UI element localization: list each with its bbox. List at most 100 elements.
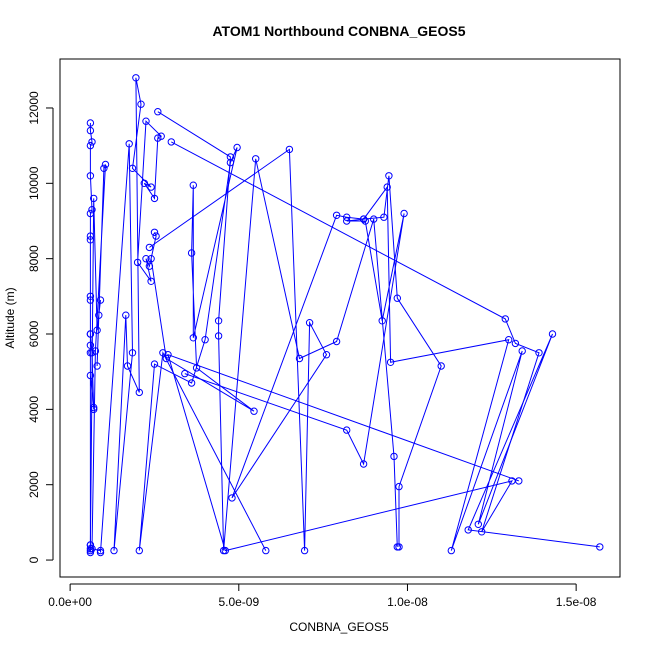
data-point	[88, 545, 96, 553]
data-point	[157, 132, 165, 140]
data-point	[86, 172, 95, 180]
data-point	[187, 249, 196, 257]
data-point	[90, 194, 98, 203]
data-point	[515, 477, 523, 485]
data-point	[93, 362, 101, 370]
data-point	[90, 405, 98, 414]
data-point	[437, 362, 445, 370]
data-point	[132, 74, 140, 82]
data-point	[122, 311, 130, 319]
series-line-1	[89, 123, 95, 553]
series-line-7	[184, 185, 600, 551]
data-point	[478, 528, 486, 536]
data-point	[150, 228, 159, 237]
data-point	[88, 206, 96, 214]
data-point	[233, 143, 241, 152]
data-point	[189, 334, 198, 342]
data-point	[285, 145, 294, 154]
data-point	[86, 371, 95, 380]
series-line-3	[100, 77, 163, 553]
chart-title: ATOM1 Northbound CONBNA_GEOS5	[212, 23, 465, 39]
x-tick-label: 1.5e-08	[556, 595, 597, 609]
data-point	[150, 194, 159, 203]
data-point	[86, 341, 95, 349]
data-point	[505, 336, 513, 344]
data-point	[147, 183, 155, 191]
data-point	[86, 119, 95, 127]
data-point	[390, 452, 398, 461]
data-point	[295, 354, 304, 363]
y-tick-label: 4000	[27, 396, 41, 423]
x-tick-label: 5.0e-09	[218, 595, 259, 609]
data-point	[189, 181, 198, 189]
data-point	[400, 209, 408, 218]
data-point	[86, 541, 95, 549]
data-point	[142, 117, 150, 125]
data-point	[140, 179, 149, 188]
data-point	[214, 317, 223, 325]
data-point	[343, 217, 351, 225]
data-point	[86, 292, 95, 300]
data-point	[393, 294, 401, 302]
plot-frame	[59, 58, 621, 578]
data-point	[90, 403, 98, 412]
data-point	[385, 172, 393, 180]
data-point	[86, 330, 95, 338]
data-point	[86, 548, 95, 557]
data-point	[359, 215, 368, 223]
series-line-6	[149, 148, 442, 551]
data-point	[147, 255, 155, 263]
data-point	[447, 546, 455, 555]
data-point	[511, 339, 520, 348]
data-point	[86, 296, 95, 304]
data-point	[137, 100, 145, 108]
data-point	[101, 160, 110, 169]
data-point	[300, 546, 309, 555]
x-tick-label: 1.0e-08	[387, 595, 428, 609]
data-point	[96, 296, 105, 304]
x-tick-label: 0.0e+00	[48, 595, 92, 609]
data-point	[125, 140, 133, 148]
data-point	[370, 215, 378, 223]
data-point	[378, 317, 386, 325]
data-point	[86, 126, 95, 135]
series-line-8	[167, 141, 540, 552]
x-axis: 0.0e+00 5.0e-09 1.0e-08 1.5e-08	[48, 583, 597, 609]
data-point	[343, 426, 351, 434]
data-point	[150, 360, 159, 368]
data-point	[332, 337, 341, 346]
data-point	[221, 546, 230, 555]
y-axis: 0 2000 4000 6000 8000 10000 12000	[27, 91, 54, 563]
data-point	[86, 141, 95, 150]
data-point	[201, 336, 209, 344]
data-point	[135, 388, 144, 397]
data-point	[305, 319, 314, 327]
data-point	[128, 164, 137, 173]
data-point	[343, 213, 351, 221]
data-point	[145, 243, 154, 252]
data-point	[88, 138, 96, 146]
data-point	[96, 548, 105, 557]
y-axis-label: Altitude (m)	[3, 287, 17, 348]
data-point	[464, 526, 472, 534]
data-point	[226, 153, 235, 161]
y-tick-label: 6000	[27, 320, 41, 347]
x-axis-label: CONBNA_GEOS5	[289, 620, 389, 634]
data-point	[322, 351, 331, 359]
data-point	[123, 362, 132, 370]
data-point	[596, 543, 604, 551]
data-point	[110, 546, 118, 555]
series-line-5	[157, 111, 398, 551]
data-point	[214, 332, 223, 340]
data-point	[252, 155, 260, 163]
data-point	[133, 258, 142, 267]
series-line-2	[89, 164, 106, 552]
data-point	[395, 482, 403, 491]
data-point	[501, 315, 509, 323]
data-point	[95, 311, 103, 319]
y-tick-label: 2000	[27, 471, 41, 498]
data-point	[128, 349, 137, 357]
data-point	[250, 407, 258, 415]
y-tick-label: 8000	[27, 245, 41, 272]
